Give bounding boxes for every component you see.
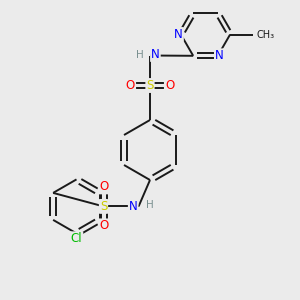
Text: N: N bbox=[151, 48, 160, 61]
Text: H: H bbox=[136, 50, 143, 60]
Text: N: N bbox=[129, 200, 138, 213]
Text: N: N bbox=[174, 28, 183, 41]
Text: S: S bbox=[146, 79, 154, 92]
Text: Cl: Cl bbox=[71, 232, 82, 245]
Text: S: S bbox=[100, 200, 107, 213]
Text: O: O bbox=[165, 79, 174, 92]
Text: O: O bbox=[99, 219, 108, 232]
Text: H: H bbox=[146, 200, 154, 211]
Text: N: N bbox=[215, 49, 224, 62]
Text: O: O bbox=[99, 180, 108, 194]
Text: O: O bbox=[126, 79, 135, 92]
Text: CH₃: CH₃ bbox=[256, 29, 274, 40]
